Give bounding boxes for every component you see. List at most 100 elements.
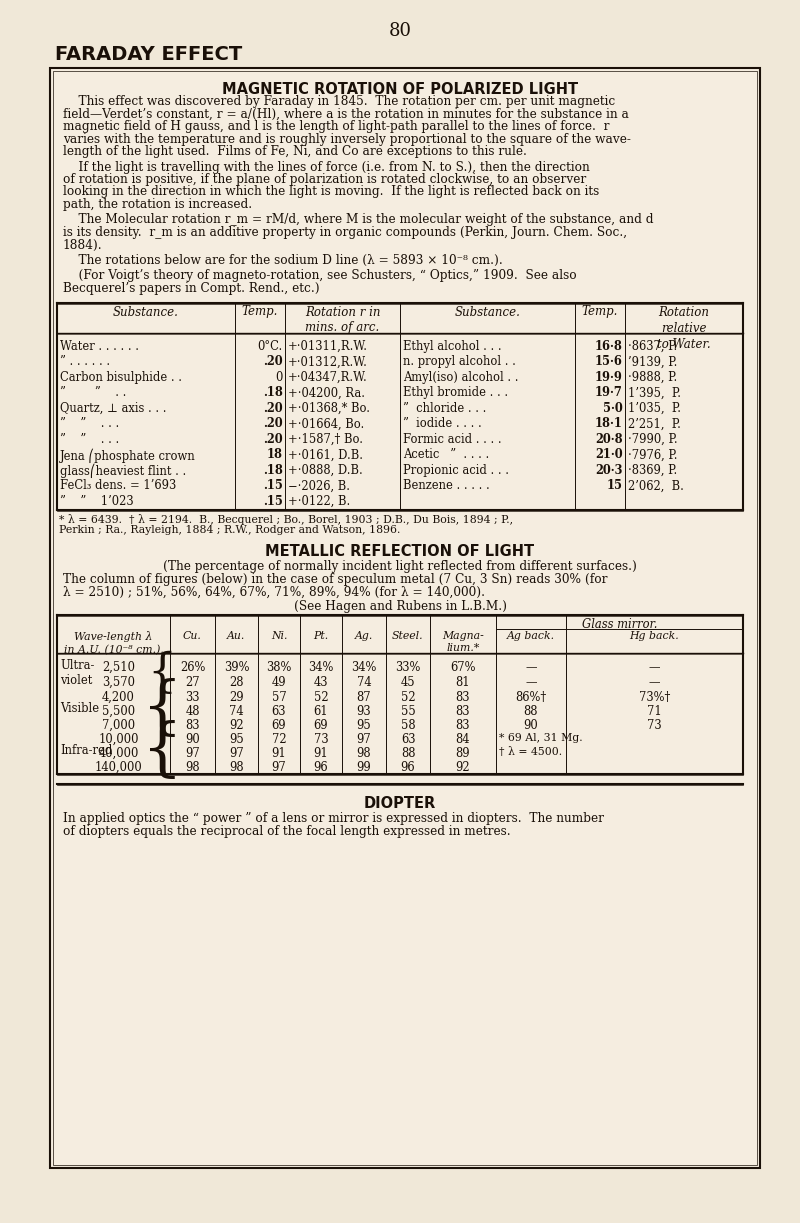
Text: 83: 83 xyxy=(186,719,200,731)
Text: 86%†: 86%† xyxy=(515,691,546,703)
Text: 57: 57 xyxy=(272,691,286,703)
Text: .18: .18 xyxy=(263,386,283,400)
Text: 26%: 26% xyxy=(180,660,205,674)
Text: (See Hagen and Rubens in L.B.M.): (See Hagen and Rubens in L.B.M.) xyxy=(294,600,506,613)
Text: +·04200, Ra.: +·04200, Ra. xyxy=(288,386,365,400)
Text: of diopters equals the reciprocal of the focal length expressed in metres.: of diopters equals the reciprocal of the… xyxy=(63,824,510,838)
Text: 92: 92 xyxy=(229,719,244,731)
Text: ”  chloride . . .: ” chloride . . . xyxy=(403,402,486,415)
Text: * λ = 6439.  † λ = 2194.  B., Becquerel ; Bo., Borel, 1903 ; D.B., Du Bois, 1894: * λ = 6439. † λ = 2194. B., Becquerel ; … xyxy=(59,514,513,525)
Text: 97: 97 xyxy=(357,733,371,746)
Text: 81: 81 xyxy=(456,676,470,689)
Text: Carbon bisulphide . .: Carbon bisulphide . . xyxy=(60,371,182,384)
Text: 98: 98 xyxy=(185,761,200,774)
Text: length of the light used.  Films of Fe, Ni, and Co are exceptions to this rule.: length of the light used. Films of Fe, N… xyxy=(63,146,527,158)
Text: Rotation r in
mins. of arc.: Rotation r in mins. of arc. xyxy=(305,306,380,335)
Bar xyxy=(53,71,757,1166)
Text: 19·9: 19·9 xyxy=(595,371,623,384)
Text: .15: .15 xyxy=(263,495,283,508)
Text: Temp.: Temp. xyxy=(242,306,278,318)
Text: +·1587,† Bo.: +·1587,† Bo. xyxy=(288,433,363,446)
Text: is its density.  r_m is an additive property in organic compounds (Perkin, Journ: is its density. r_m is an additive prope… xyxy=(63,226,627,238)
Text: 3,570: 3,570 xyxy=(102,676,135,689)
Text: ’9139, P.: ’9139, P. xyxy=(628,356,678,368)
Text: 140,000: 140,000 xyxy=(94,761,142,774)
Text: Pt.: Pt. xyxy=(314,631,329,641)
Text: 39%: 39% xyxy=(224,660,250,674)
Text: Temp.: Temp. xyxy=(582,306,618,318)
Text: FARADAY EFFECT: FARADAY EFFECT xyxy=(55,45,242,64)
Text: If the light is travelling with the lines of force (i.e. from N. to S.), then th: If the light is travelling with the line… xyxy=(63,160,590,174)
Text: 98: 98 xyxy=(229,761,244,774)
Text: 74: 74 xyxy=(229,704,244,718)
Text: 88: 88 xyxy=(401,747,415,759)
Text: +·0122, B.: +·0122, B. xyxy=(288,495,350,508)
Text: +·0161, D.B.: +·0161, D.B. xyxy=(288,449,363,461)
Text: 33: 33 xyxy=(186,691,200,703)
Text: 28: 28 xyxy=(230,676,244,689)
Text: ·7976, P.: ·7976, P. xyxy=(628,449,678,461)
Text: 21·0: 21·0 xyxy=(595,449,623,461)
Text: varies with the temperature and is roughly inversely proportional to the square : varies with the temperature and is rough… xyxy=(63,132,631,146)
Text: {: { xyxy=(142,679,182,740)
Text: Propionic acid . . .: Propionic acid . . . xyxy=(403,464,509,477)
Text: 69: 69 xyxy=(272,719,286,731)
Text: DIOPTER: DIOPTER xyxy=(364,796,436,811)
Text: 19·7: 19·7 xyxy=(595,386,623,400)
Text: Wave-length λ
in A.U. (10⁻⁸ cm.).: Wave-length λ in A.U. (10⁻⁸ cm.). xyxy=(63,631,163,654)
Text: In applied optics the “ power ” of a lens or mirror is expressed in diopters.  T: In applied optics the “ power ” of a len… xyxy=(63,812,604,826)
Text: ”  iodide . . . .: ” iodide . . . . xyxy=(403,417,482,430)
Text: 48: 48 xyxy=(186,704,200,718)
Text: 1884).: 1884). xyxy=(63,238,102,252)
Text: +·01312,R.W.: +·01312,R.W. xyxy=(288,356,368,368)
Text: +·01311,R.W.: +·01311,R.W. xyxy=(288,340,368,352)
Text: 73: 73 xyxy=(314,733,328,746)
Text: λ = 2510) ; 51%, 56%, 64%, 67%, 71%, 89%, 94% (for λ = 140,000).: λ = 2510) ; 51%, 56%, 64%, 67%, 71%, 89%… xyxy=(63,586,485,598)
Text: Steel.: Steel. xyxy=(392,631,424,641)
Text: glass⎛heaviest flint . .: glass⎛heaviest flint . . xyxy=(60,464,186,478)
Text: 97: 97 xyxy=(185,747,200,759)
Text: Quartz, ⊥ axis . . .: Quartz, ⊥ axis . . . xyxy=(60,402,166,415)
Text: Formic acid . . . .: Formic acid . . . . xyxy=(403,433,502,446)
Text: Ultra-
violet: Ultra- violet xyxy=(60,659,94,687)
Text: 40,000: 40,000 xyxy=(98,747,138,759)
Text: .20: .20 xyxy=(263,433,283,446)
Text: 34%: 34% xyxy=(308,660,334,674)
Text: 95: 95 xyxy=(357,719,371,731)
Text: 0: 0 xyxy=(276,371,283,384)
Text: —: — xyxy=(649,676,660,689)
Text: 84: 84 xyxy=(456,733,470,746)
Text: 27: 27 xyxy=(185,676,200,689)
Text: +·0888, D.B.: +·0888, D.B. xyxy=(288,464,362,477)
Text: .15: .15 xyxy=(263,479,283,493)
Text: 49: 49 xyxy=(272,676,286,689)
Text: 5,500: 5,500 xyxy=(102,704,135,718)
Text: Jena ⎛phosphate crown: Jena ⎛phosphate crown xyxy=(60,449,196,462)
Text: 10,000: 10,000 xyxy=(98,733,138,746)
Bar xyxy=(50,68,760,1168)
Text: magnetic field of H gauss, and l is the length of light-path parallel to the lin: magnetic field of H gauss, and l is the … xyxy=(63,120,610,133)
Text: —: — xyxy=(526,660,537,674)
Text: 96: 96 xyxy=(401,761,415,774)
Text: ”        ”    . .: ” ” . . xyxy=(60,386,126,400)
Text: 33%: 33% xyxy=(395,660,421,674)
Text: 52: 52 xyxy=(314,691,328,703)
Text: Benzene . . . . .: Benzene . . . . . xyxy=(403,479,490,493)
Text: 90: 90 xyxy=(524,719,538,731)
Text: .20: .20 xyxy=(263,402,283,415)
Text: 92: 92 xyxy=(456,761,470,774)
Text: (For Voigt’s theory of magneto-rotation, see Schusters, “ Optics,” 1909.  See al: (For Voigt’s theory of magneto-rotation,… xyxy=(63,269,577,283)
Text: Ethyl alcohol . . .: Ethyl alcohol . . . xyxy=(403,340,502,352)
Text: 2,510: 2,510 xyxy=(102,660,135,674)
Text: .20: .20 xyxy=(263,356,283,368)
Text: 16·8: 16·8 xyxy=(595,340,623,352)
Text: 38%: 38% xyxy=(266,660,292,674)
Text: 98: 98 xyxy=(357,747,371,759)
Text: 83: 83 xyxy=(456,704,470,718)
Text: Ethyl bromide . . .: Ethyl bromide . . . xyxy=(403,386,508,400)
Text: MAGNETIC ROTATION OF POLARIZED LIGHT: MAGNETIC ROTATION OF POLARIZED LIGHT xyxy=(222,82,578,97)
Text: 73%†: 73%† xyxy=(639,691,670,703)
Text: Water . . . . . .: Water . . . . . . xyxy=(60,340,139,352)
Text: ·9888, P.: ·9888, P. xyxy=(628,371,678,384)
Text: Ni.: Ni. xyxy=(270,631,287,641)
